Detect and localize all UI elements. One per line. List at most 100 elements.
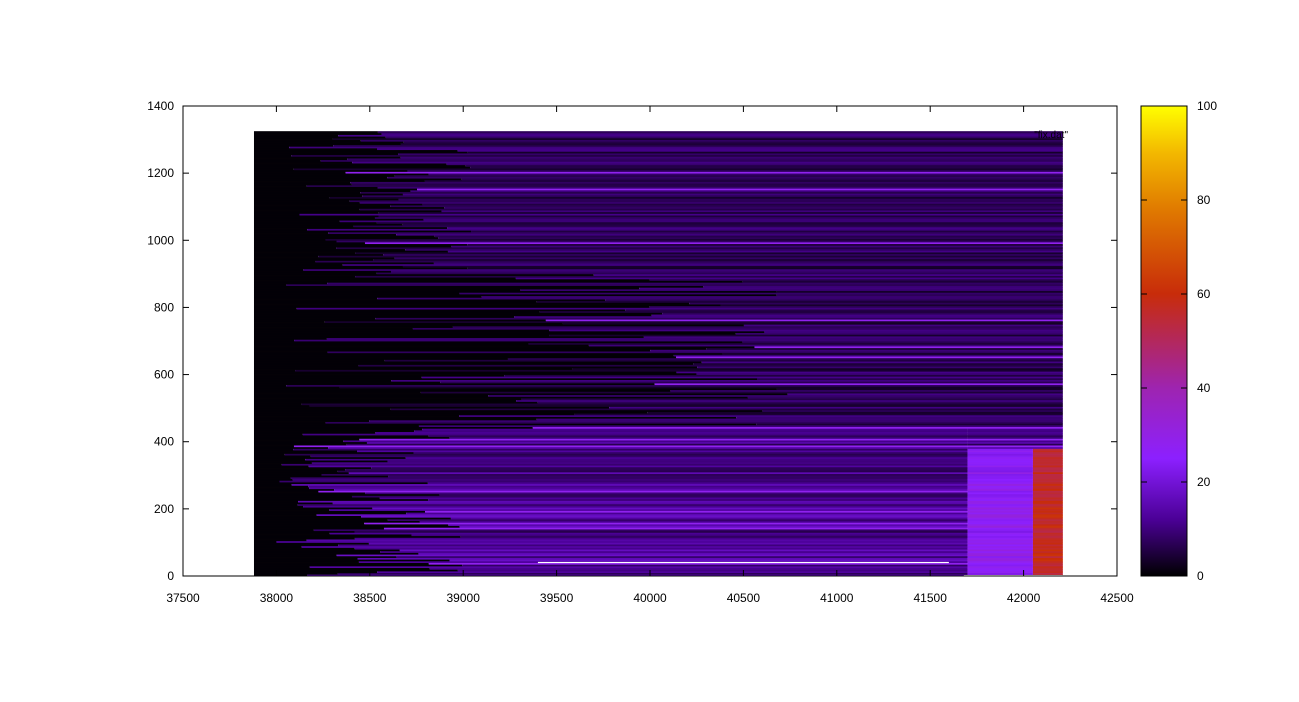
heatmap-cell [253,433,303,436]
heatmap-cell [967,569,1033,572]
heatmap-cell [253,211,379,214]
heatmap-cell [253,505,304,508]
heatmap-cell [387,460,968,463]
heatmap-cell [253,339,295,342]
heatmap-cell [428,173,1063,176]
heatmap-cell [286,283,1063,287]
heatmap-cell [701,361,1063,364]
heatmap-cell [1032,458,1063,461]
heatmap-cell [253,515,362,518]
heatmap-cell [253,137,333,140]
heatmap-cell [253,196,330,199]
heatmap-cell [449,559,968,562]
heatmap-cell [253,169,408,172]
heatmap-cell [967,492,1033,495]
heatmap-cell [441,210,1063,213]
heatmap-cell [1032,512,1063,515]
heatmap-cell [470,166,1063,169]
heatmap-cell [253,288,521,292]
heatmap-cell [720,304,1063,307]
heatmap-cell [253,322,563,325]
heatmap-cell [412,327,1063,330]
heatmap-cell [736,416,1063,419]
heatmap-cell [376,272,1063,275]
heatmap-cell [967,552,1033,555]
heatmap-cell [333,144,1063,147]
heatmap-cell [253,411,648,414]
heatmap-cell [310,455,968,458]
heatmap-cell [1032,495,1063,498]
heatmap-cell [253,386,340,389]
heatmap-cell [383,527,968,530]
heatmap-cell [967,429,1063,433]
heatmap-cell [354,537,968,540]
heatmap-cell [1032,502,1063,505]
legend-label: "fix.dat" [1034,130,1068,141]
heatmap-cell [253,304,721,307]
heatmap-cell [967,532,1033,535]
heatmap-cell [967,431,1063,434]
heatmap-cell [481,295,1063,298]
heatmap-cell [253,235,435,238]
heatmap-cell [1032,508,1063,511]
heatmap-cell [318,490,968,493]
heatmap-cell [756,377,1063,381]
heatmap-cell [253,468,346,471]
heatmap-cell [253,255,319,258]
heatmap-cell [696,372,1063,375]
heatmap-cell [387,518,968,522]
heatmap-cell [325,421,1063,424]
heatmap-cell [253,482,428,485]
heatmap-cell [967,542,1033,545]
heatmap-cell [253,341,743,344]
heatmap-cell [1032,487,1063,490]
heatmap-cell [1032,450,1063,453]
heatmap-cell [396,555,968,558]
heatmap-cell [253,429,415,433]
heatmap-cell [428,498,968,501]
heatmap-cell [1032,565,1063,569]
heatmap-cell [967,539,1033,542]
heatmap-cell [1032,535,1063,538]
heatmap-cell [253,183,352,186]
heatmap-cell [967,529,1033,532]
heatmap-cell [593,273,1063,276]
heatmap-cell [284,453,968,456]
heatmap-cell [253,142,401,146]
heatmap-cell [253,510,426,513]
heatmap-cell [253,285,704,288]
heatmap-cell [676,356,1063,359]
heatmap-cell [299,213,1063,216]
heatmap-cell [345,468,968,471]
heatmap-cell [384,359,1063,362]
heatmap-cell [448,523,968,527]
x-tick-label: 37500 [166,591,200,605]
heatmap-cell [457,149,1063,152]
heatmap-cell [347,158,1063,161]
heatmap-cell [253,193,403,196]
heatmap-cell [253,562,429,565]
heatmap-cell [306,539,968,542]
heatmap-cell [253,419,370,422]
heatmap-cell [368,542,968,545]
heatmap-cell [253,216,375,219]
colorbar-tick-label: 20 [1197,475,1211,489]
heatmap-cell [253,401,538,404]
x-tick-label: 38500 [353,591,387,605]
heatmap-cell [371,466,968,469]
heatmap-cell [967,463,1033,466]
heatmap-cell [253,404,310,407]
heatmap-cell [308,485,968,488]
heatmap-cell [253,455,311,458]
heatmap-cell [320,159,1063,162]
heatmap-cell [1032,456,1063,459]
heatmap-cell [253,231,329,234]
heatmap-cell [253,198,399,201]
heatmap-cell [1032,547,1063,550]
heatmap-cell [967,453,1033,456]
heatmap-cell [253,555,397,558]
heatmap-cell [417,188,1063,191]
heatmap-cell [967,498,1033,501]
heatmap-cell [1032,560,1063,563]
heatmap-cell [253,309,626,312]
